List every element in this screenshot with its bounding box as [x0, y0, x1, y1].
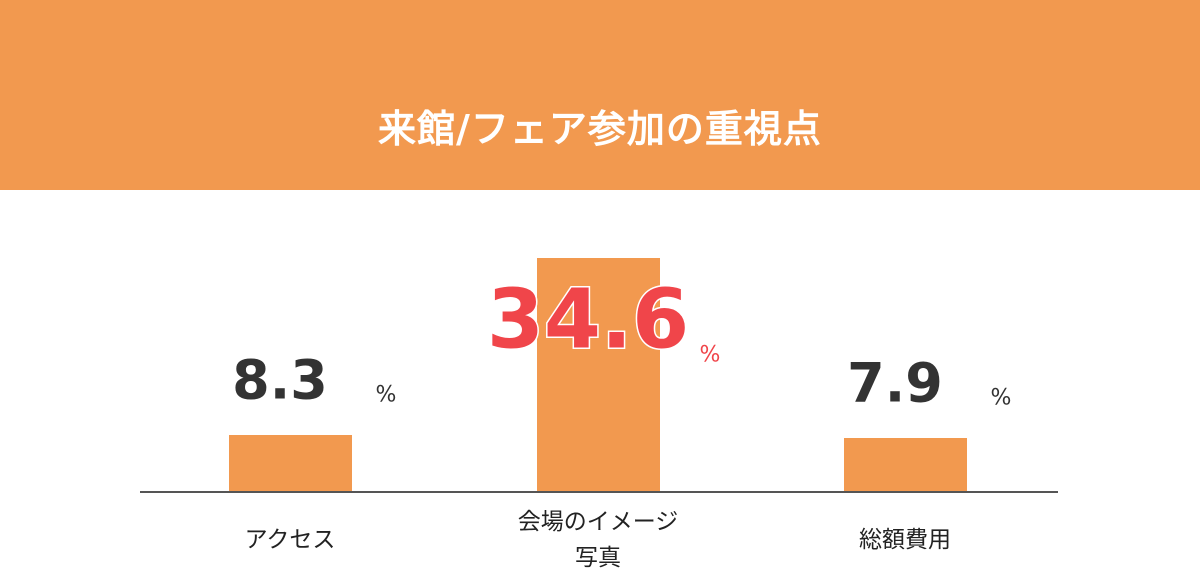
- plot: 8.3% アクセス 34.6% 会場のイメージ写真 7.9% 総額費用: [0, 190, 1200, 587]
- value-label: 34.6: [485, 271, 690, 369]
- value-label: 8.3: [232, 348, 328, 412]
- baseline: [140, 491, 1058, 493]
- x-tick-label: 会場のイメージ写真: [517, 509, 679, 571]
- bar: [536, 258, 660, 491]
- value-label: 7.9: [847, 351, 943, 415]
- chart-title: 来館/フェア参加の重視点: [378, 106, 822, 151]
- x-tick-label: 総額費用: [859, 527, 951, 553]
- unit-label: %: [375, 382, 397, 408]
- x-tick-label: アクセス: [244, 527, 336, 553]
- unit-label: %: [699, 342, 721, 368]
- bar: [843, 437, 967, 491]
- bar: [228, 435, 352, 491]
- unit-label: %: [990, 385, 1012, 411]
- header: 来館/フェア参加の重視点: [0, 0, 1200, 190]
